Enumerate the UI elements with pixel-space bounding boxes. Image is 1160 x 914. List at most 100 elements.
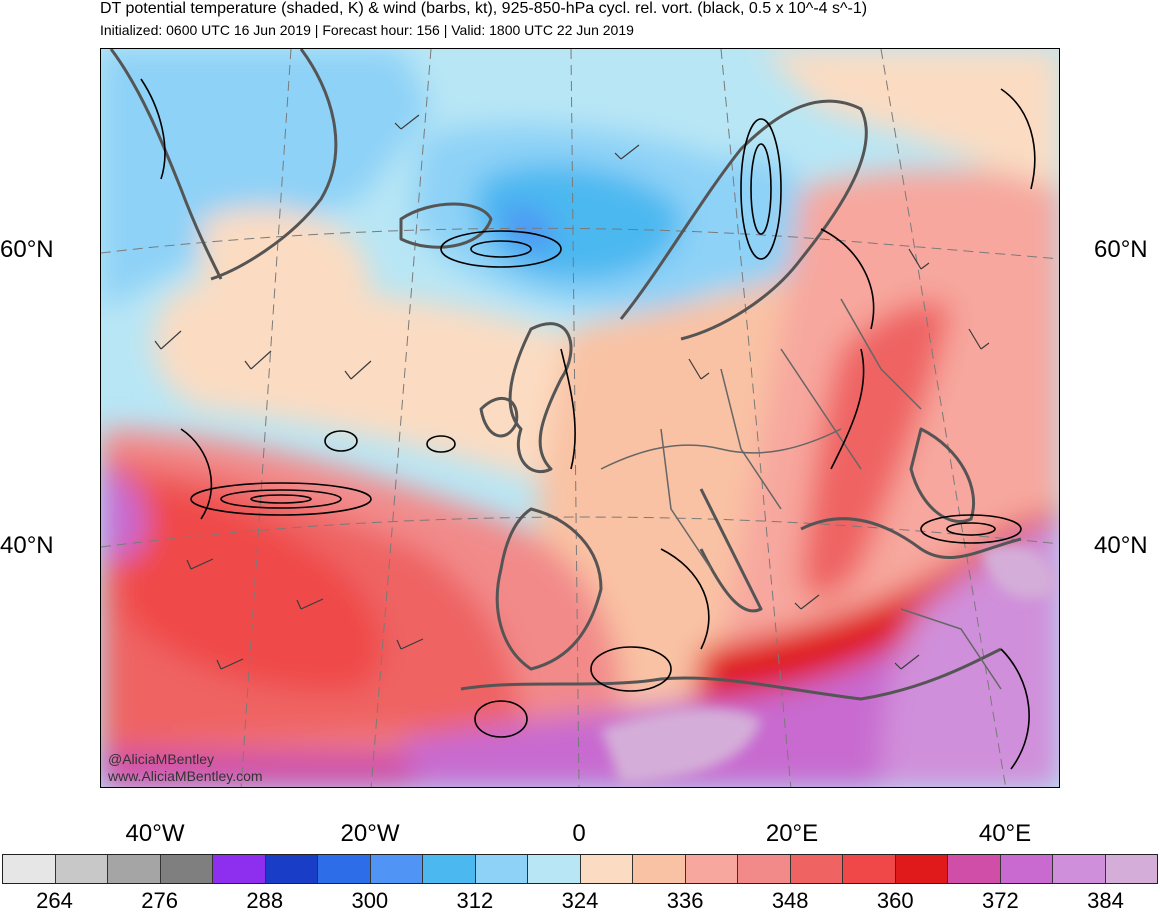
wind-barb <box>216 658 244 670</box>
colorbar-box <box>475 855 528 883</box>
north-africa-coast <box>460 647 1002 701</box>
lon-label-40w: 40°W <box>125 820 185 847</box>
colorbar-tick-label: 288 <box>246 888 284 913</box>
wind-barb <box>244 350 272 370</box>
wind-barbs <box>154 114 990 670</box>
colorbar-box <box>790 855 843 883</box>
border-line <box>660 428 712 570</box>
lon-label-0: 0 <box>572 820 586 847</box>
colorbar-tick-label: 372 <box>982 888 1019 913</box>
theta-306-core <box>474 164 682 281</box>
turkey-coast <box>800 517 1022 559</box>
greenland-coast-east <box>210 49 338 281</box>
colorbar-box <box>843 855 896 883</box>
wind-barb <box>614 144 640 160</box>
vorticity-contour <box>920 514 1022 544</box>
lon-label-20w: 20°W <box>340 820 400 847</box>
vorticity-contour <box>324 430 358 452</box>
map-canvas <box>101 49 1059 787</box>
wind-barb <box>296 598 324 610</box>
colorbar-tick-label: 336 <box>666 888 704 913</box>
meridian-20w <box>370 49 432 787</box>
vorticity-contour <box>426 435 456 453</box>
coastlines <box>109 49 1022 701</box>
vorticity-contour <box>250 494 312 504</box>
colorbar-box <box>370 855 423 883</box>
wind-barb <box>394 114 420 130</box>
colorbar-box <box>3 855 56 883</box>
vorticity-contour <box>830 348 865 470</box>
theta-372-west-edge <box>101 469 148 561</box>
country-borders <box>600 298 1002 690</box>
theta-330-arctic <box>761 49 1059 189</box>
vorticity-contour <box>1000 648 1030 770</box>
wind-barb <box>154 330 182 350</box>
colorbar-tick-label: 360 <box>876 888 914 913</box>
vorticity-contour <box>190 482 372 516</box>
colorbar-box <box>528 855 581 883</box>
colorbar-box <box>108 855 161 883</box>
vorticity-contours <box>140 78 1036 770</box>
lat-label-60n-left: 60°N <box>0 236 54 263</box>
vorticity-contour <box>820 228 875 330</box>
colorbar-box <box>318 855 371 883</box>
theta-384-patch-east <box>981 545 1056 599</box>
colorbar-tick-label: 276 <box>141 888 178 913</box>
wind-barb <box>968 328 990 350</box>
colorbar-box <box>1105 855 1157 883</box>
lon-label-40e: 40°E <box>978 820 1032 847</box>
colorbar-box <box>633 855 686 883</box>
border-line <box>840 298 922 410</box>
vorticity-contour <box>140 78 166 180</box>
colorbar-tick-label: 312 <box>456 888 494 913</box>
greenland-coast-west <box>109 49 223 280</box>
border-line <box>900 608 1002 690</box>
map-title: DT potential temperature (shaded, K) & w… <box>100 0 868 17</box>
wind-barb <box>894 654 920 670</box>
meridian-20e <box>720 49 792 787</box>
britain-coast <box>508 322 573 474</box>
colorbar-tick-label: 264 <box>36 888 73 913</box>
colorbar-box <box>213 855 266 883</box>
theta-354-balkans <box>801 301 951 599</box>
lat-label-40n-right: 40°N <box>1094 532 1148 559</box>
map-subtitle: Initialized: 0600 UTC 16 Jun 2019 | Fore… <box>100 22 634 38</box>
colorbar <box>2 854 1158 884</box>
theta-384-patch <box>601 708 761 784</box>
colorbar-box <box>265 855 318 883</box>
colorbar-box <box>1053 855 1106 883</box>
iceland-coast <box>399 202 493 249</box>
colorbar-box <box>685 855 738 883</box>
colorbar-box <box>55 855 108 883</box>
wind-barb <box>396 638 424 650</box>
scandinavia-coast <box>619 99 868 341</box>
colorbar-box <box>580 855 633 883</box>
vorticity-contour <box>590 646 672 692</box>
colorbar-box <box>1000 855 1053 883</box>
credit-url: www.AliciaMBentley.com <box>108 768 263 784</box>
theta-shading <box>101 49 1059 787</box>
italy-coast <box>699 488 763 613</box>
lat-label-40n-left: 40°N <box>0 532 54 559</box>
theta-366-south-strip <box>101 749 420 787</box>
colorbar-box <box>738 855 791 883</box>
meridian-40w <box>240 49 292 787</box>
iberia-coast <box>495 507 603 671</box>
colorbar-box <box>160 855 213 883</box>
colorbar-tick-label: 384 <box>1087 888 1124 913</box>
border-line <box>780 348 862 470</box>
parallel-40n <box>101 516 1059 548</box>
vorticity-contour <box>750 143 772 235</box>
vorticity-contour <box>946 522 996 536</box>
vorticity-contour <box>474 700 528 738</box>
credit-handle: @AliciaMBentley <box>108 751 215 767</box>
colorbar-tick-label: 348 <box>771 888 809 913</box>
vorticity-contour <box>660 548 710 650</box>
wind-barb <box>186 558 214 570</box>
lon-label-20e: 20°E <box>765 820 819 847</box>
colorbar-box <box>948 855 1001 883</box>
vorticity-contour <box>220 489 342 509</box>
colorbar-tick-label: 300 <box>351 888 389 913</box>
wind-barb <box>794 594 820 610</box>
vorticity-contour <box>1000 88 1036 190</box>
